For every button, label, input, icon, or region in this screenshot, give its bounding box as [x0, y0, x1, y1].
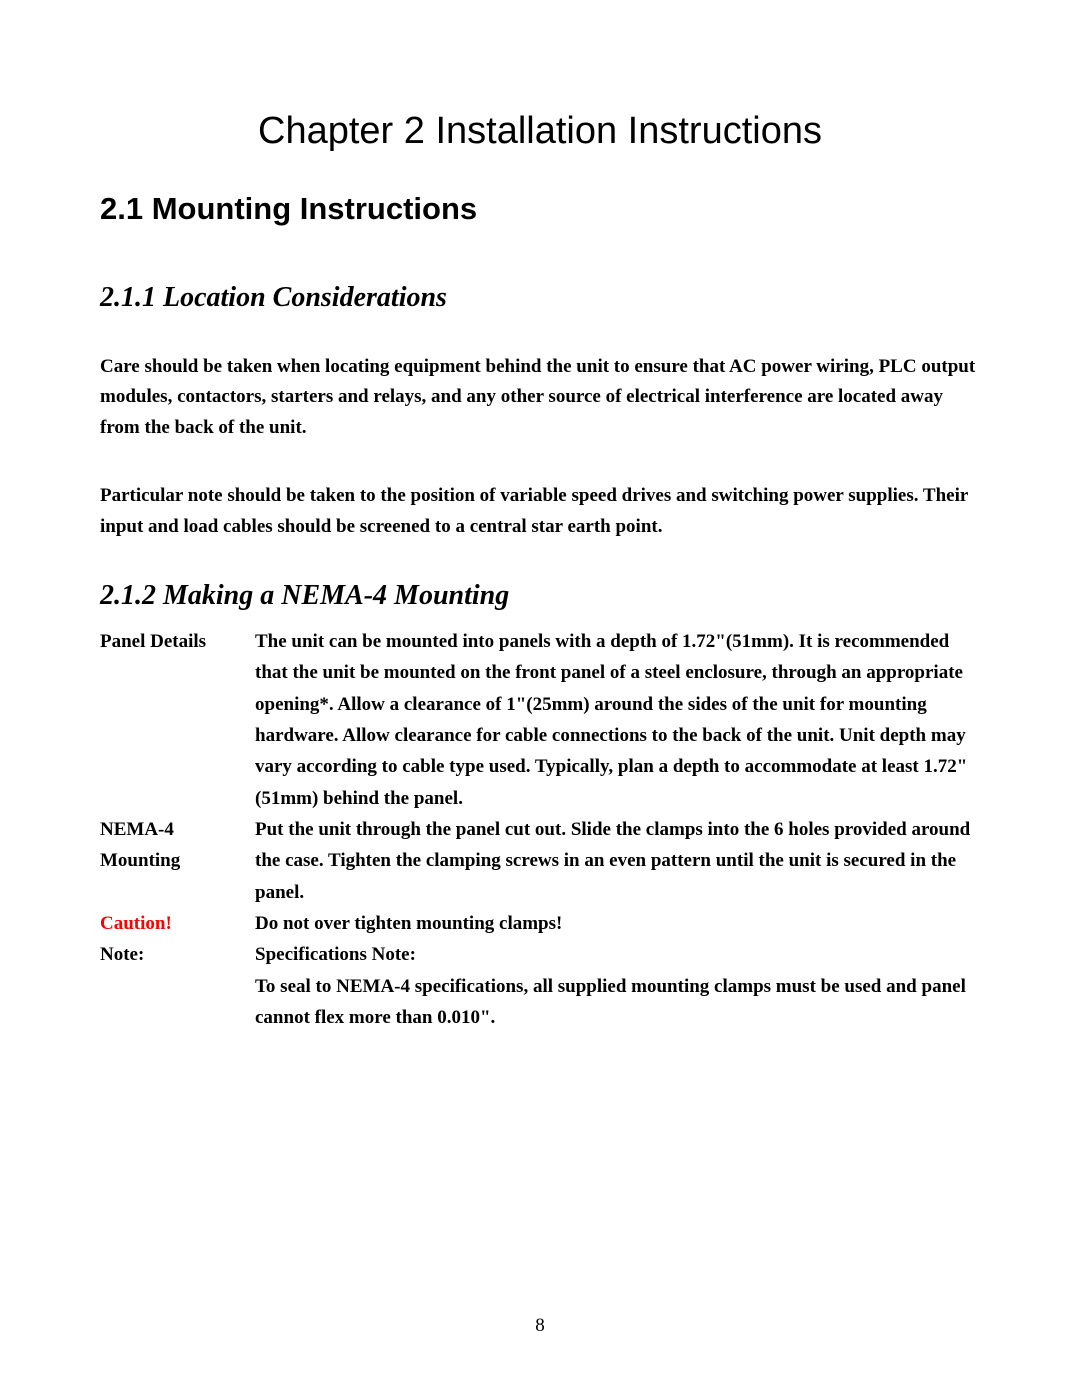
page-number: 8	[0, 1315, 1080, 1337]
note-line2: To seal to NEMA-4 specifications, all su…	[255, 971, 980, 1034]
row-nema4: NEMA-4 Mounting Put the unit through the…	[100, 814, 980, 908]
row-panel-details: Panel Details The unit can be mounted in…	[100, 626, 980, 814]
section-2-1-2-heading: 2.1.2 Making a NEMA-4 Mounting	[100, 580, 980, 612]
label-nema4: NEMA-4 Mounting	[100, 814, 255, 877]
body-nema4: Put the unit through the panel cut out. …	[255, 814, 980, 908]
section-2-1-1-heading: 2.1.1 Location Considerations	[100, 282, 980, 314]
label-note: Note:	[100, 939, 255, 970]
paragraph-location-2: Particular note should be taken to the p…	[100, 481, 980, 542]
section-2-1-heading: 2.1 Mounting Instructions	[100, 191, 980, 227]
note-line1: Specifications Note:	[255, 939, 980, 970]
document-page: Chapter 2 Installation Instructions 2.1 …	[0, 0, 1080, 1083]
label-panel-details: Panel Details	[100, 626, 255, 657]
row-note: Note: Specifications Note: To seal to NE…	[100, 939, 980, 1033]
body-note: Specifications Note: To seal to NEMA-4 s…	[255, 939, 980, 1033]
body-panel-details: The unit can be mounted into panels with…	[255, 626, 980, 814]
row-caution: Caution! Do not over tighten mounting cl…	[100, 908, 980, 939]
label-caution: Caution!	[100, 908, 255, 939]
paragraph-location-1: Care should be taken when locating equip…	[100, 352, 980, 443]
chapter-title: Chapter 2 Installation Instructions	[100, 110, 980, 153]
body-caution: Do not over tighten mounting clamps!	[255, 908, 980, 939]
mounting-definitions: Panel Details The unit can be mounted in…	[100, 626, 980, 1033]
